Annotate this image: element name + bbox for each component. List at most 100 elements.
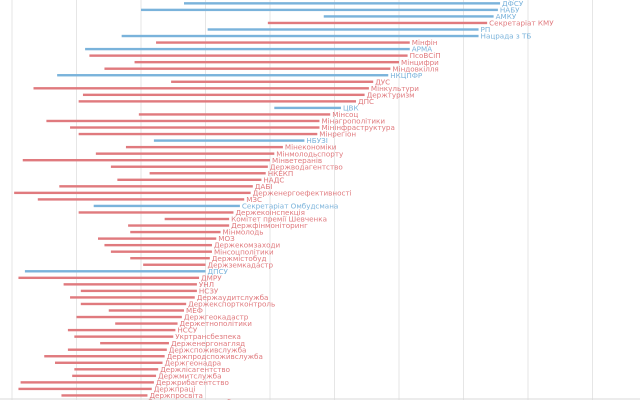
bar [115, 322, 178, 325]
bar-label: Держенергонагляд [171, 339, 245, 348]
bar [55, 361, 163, 364]
bar-label: Мінсоцполітики [214, 247, 274, 256]
bar [80, 302, 187, 306]
bar-label: Мінфін [412, 38, 438, 47]
bar-label: МЗС [246, 195, 262, 204]
bar-label: Держаудитслужба [197, 293, 269, 302]
bar-label: Мінветеранів [272, 156, 322, 165]
bar-label: Мінекономіки [285, 143, 337, 152]
bar-label: Мінкультури [371, 84, 419, 93]
bar-label: Держпросвіта [149, 391, 203, 400]
bar-label: Комітет премії Шевченка [231, 215, 327, 224]
bar [130, 257, 210, 260]
bar [130, 230, 221, 234]
bar-label: Держспоживслужба [169, 345, 247, 354]
bar-label: Держгеонадра [165, 358, 222, 367]
bar-label: ДПСУ [208, 267, 229, 276]
bar [141, 8, 498, 12]
bar-label: Міндовкілля [392, 64, 438, 73]
bar [20, 381, 154, 384]
bar-label: Держгеокадастр [184, 313, 249, 322]
bar-label: Держмістобуд [212, 254, 267, 263]
bar [171, 80, 374, 83]
bar-label: ДПС [358, 97, 374, 106]
bar-label: ДМСУ [509, 0, 531, 1]
bar [110, 165, 268, 168]
bar [95, 152, 275, 155]
bar [164, 217, 230, 221]
bar [108, 309, 184, 312]
bar-label: НСЗУ [199, 286, 219, 295]
bar [149, 172, 266, 175]
bar [67, 348, 167, 351]
bar [76, 315, 182, 319]
bar [323, 15, 494, 18]
bar [24, 270, 206, 273]
bar [59, 185, 253, 188]
bar-label: Держекспортконтроль [188, 300, 275, 309]
bar [33, 87, 369, 90]
bar-label: Держпродспоживслужба [167, 352, 263, 361]
bar-label: Мінагрополітики [321, 117, 385, 126]
bar [134, 60, 400, 64]
bar [125, 145, 283, 149]
bar-label: Держекомзаходи [214, 241, 281, 250]
bar [82, 93, 365, 97]
bar [63, 283, 197, 286]
bar-label: ЦВК [343, 104, 359, 113]
bar [72, 374, 157, 378]
bar [104, 67, 391, 70]
bar [121, 34, 479, 38]
bar-label: УНЛ [199, 280, 214, 289]
bar [93, 204, 240, 208]
bar [70, 296, 195, 299]
bar-label: НАДС [263, 175, 284, 184]
bar [85, 47, 410, 51]
bar-label: МЕФ [186, 306, 203, 315]
bar [18, 387, 152, 391]
bar-label: Держрегуляторслужба [147, 398, 235, 400]
bar [14, 191, 251, 195]
bar [78, 132, 318, 136]
bar [153, 139, 305, 142]
bar [78, 211, 234, 214]
bar-label: Держтуризм [367, 90, 415, 99]
bar [143, 263, 206, 266]
bar [274, 106, 341, 110]
bar [98, 237, 217, 240]
bar-label: Мінсоц [332, 110, 358, 119]
bar-label: Держлісагентство [160, 365, 230, 374]
bar-label: МОЗ [218, 234, 235, 243]
bar-label: Мінінфраструктура [321, 123, 394, 132]
bar [46, 119, 320, 123]
bar [89, 54, 408, 57]
bar-label: Держводагентство [270, 162, 343, 171]
bar-label: Держекоінспекція [235, 208, 305, 217]
bar [74, 368, 159, 371]
bar-label: Держмитслужба [158, 371, 221, 380]
bar-label: Мінмолодьспорту [276, 149, 344, 158]
bar-label: ПсоВСіП [410, 51, 441, 60]
bar [22, 158, 270, 162]
bar-label: Мінрегіон [319, 130, 356, 139]
bar-label: Секретаріат КМУ [489, 19, 554, 28]
bar-label: Держпраці [154, 385, 196, 394]
bar-label: Секретаріат Омбудсмана [242, 202, 338, 211]
bar [74, 335, 174, 338]
bar-label: Держенергоефективності [253, 188, 352, 197]
bar [117, 178, 262, 181]
bar-label: ДУС [375, 77, 390, 86]
bar-label: ДФСУ [502, 0, 524, 8]
bar-label: Держземкадастр [208, 260, 274, 269]
bar-label: НАБУ [500, 5, 520, 14]
bar [110, 250, 212, 253]
bar [80, 289, 197, 293]
bar [156, 41, 410, 44]
bar [44, 355, 165, 358]
bar [70, 126, 320, 129]
bar [37, 198, 245, 201]
bar [61, 394, 148, 397]
bar [207, 28, 479, 31]
